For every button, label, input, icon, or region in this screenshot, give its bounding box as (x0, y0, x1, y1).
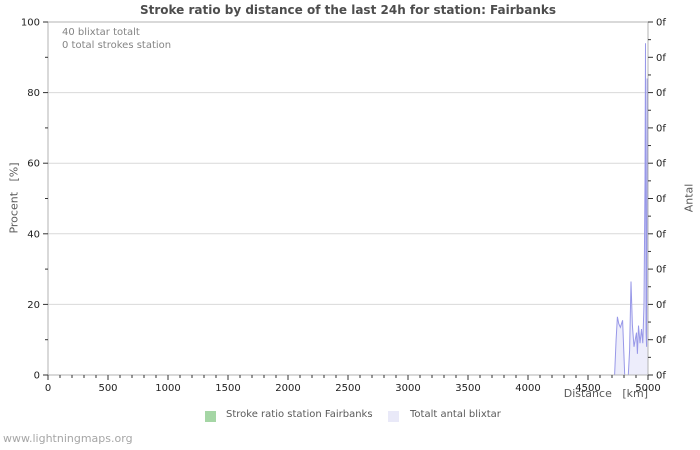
x-tick-label: 4000 (515, 383, 540, 394)
x-tick-label: 3500 (455, 383, 480, 394)
y-right-tick-label: 0f (656, 159, 666, 170)
plot-border (47, 21, 649, 376)
x-tick-label: 0 (45, 383, 51, 394)
y-left-tick-label: 40 (27, 229, 40, 240)
x-tick-label: 1500 (215, 383, 240, 394)
watermark-link: www.lightningmaps.org (3, 432, 133, 445)
y-left-tick-label: 100 (21, 18, 40, 29)
legend-label-stroke-ratio: Stroke ratio station Fairbanks (226, 409, 373, 420)
y-left-tick-label: 20 (27, 300, 40, 311)
legend-swatch-total-strokes (388, 411, 399, 422)
x-tick-label: 3000 (395, 383, 420, 394)
y-right-tick-label: 0f (656, 335, 666, 346)
y-left-tick-label: 80 (27, 88, 40, 99)
x-axis-title: Distance [km] (563, 387, 648, 400)
y-right-tick-label: 0f (656, 18, 666, 29)
legend-swatch-stroke-ratio (205, 411, 216, 422)
y-right-tick-label: 0f (656, 88, 666, 99)
y-left-tick-label: 0 (34, 371, 40, 382)
y-right-tick-label: 0f (656, 53, 666, 64)
y-left-tick-label: 60 (27, 159, 40, 170)
x-tick-label: 500 (98, 383, 117, 394)
x-tick-label: 2000 (275, 383, 300, 394)
y-right-tick-label: 0f (656, 300, 666, 311)
x-tick-label: 1000 (155, 383, 180, 394)
x-tick-label: 4500 (575, 383, 600, 394)
x-tick-label: 5000 (635, 383, 660, 394)
annotation-station-strokes: 0 total strokes station (62, 40, 172, 51)
x-tick-label: 2500 (335, 383, 360, 394)
chart-title: Stroke ratio by distance of the last 24h… (139, 3, 557, 17)
annotation-total-strokes: 40 blixtar totalt (62, 27, 140, 38)
y-right-tick-label: 0f (656, 123, 666, 134)
legend-label-total-strokes: Totalt antal blixtar (410, 409, 501, 420)
y-right-tick-label: 0f (656, 265, 666, 276)
y-right-tick-label: 0f (656, 371, 666, 382)
series-line-1 (48, 43, 649, 376)
y-right-tick-label: 0f (656, 229, 666, 240)
y-right-tick-label: 0f (656, 194, 666, 205)
